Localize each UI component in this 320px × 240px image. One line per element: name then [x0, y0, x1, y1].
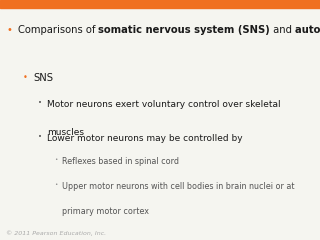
Text: primary motor cortex: primary motor cortex	[62, 207, 149, 216]
Text: Motor neurons exert voluntary control over skeletal: Motor neurons exert voluntary control ov…	[47, 100, 281, 109]
Text: •: •	[7, 25, 12, 35]
Text: SNS: SNS	[34, 73, 54, 83]
Text: •: •	[38, 100, 42, 106]
Text: •: •	[38, 134, 42, 140]
Text: Comparisons of: Comparisons of	[18, 25, 98, 35]
Text: autonomic nervous system (ANS): autonomic nervous system (ANS)	[295, 25, 320, 35]
Text: •: •	[54, 157, 58, 162]
Text: Reflexes based in spinal cord: Reflexes based in spinal cord	[62, 157, 180, 166]
Text: Lower motor neurons may be controlled by: Lower motor neurons may be controlled by	[47, 134, 243, 144]
Text: © 2011 Pearson Education, Inc.: © 2011 Pearson Education, Inc.	[6, 230, 107, 236]
Text: muscles: muscles	[47, 128, 84, 137]
Bar	[0, 0, 320, 8]
Text: •: •	[23, 73, 28, 82]
Text: Upper motor neurons with cell bodies in brain nuclei or at: Upper motor neurons with cell bodies in …	[62, 182, 295, 192]
Text: •: •	[54, 182, 58, 187]
Text: somatic nervous system (SNS): somatic nervous system (SNS)	[98, 25, 270, 35]
Text: and: and	[270, 25, 295, 35]
